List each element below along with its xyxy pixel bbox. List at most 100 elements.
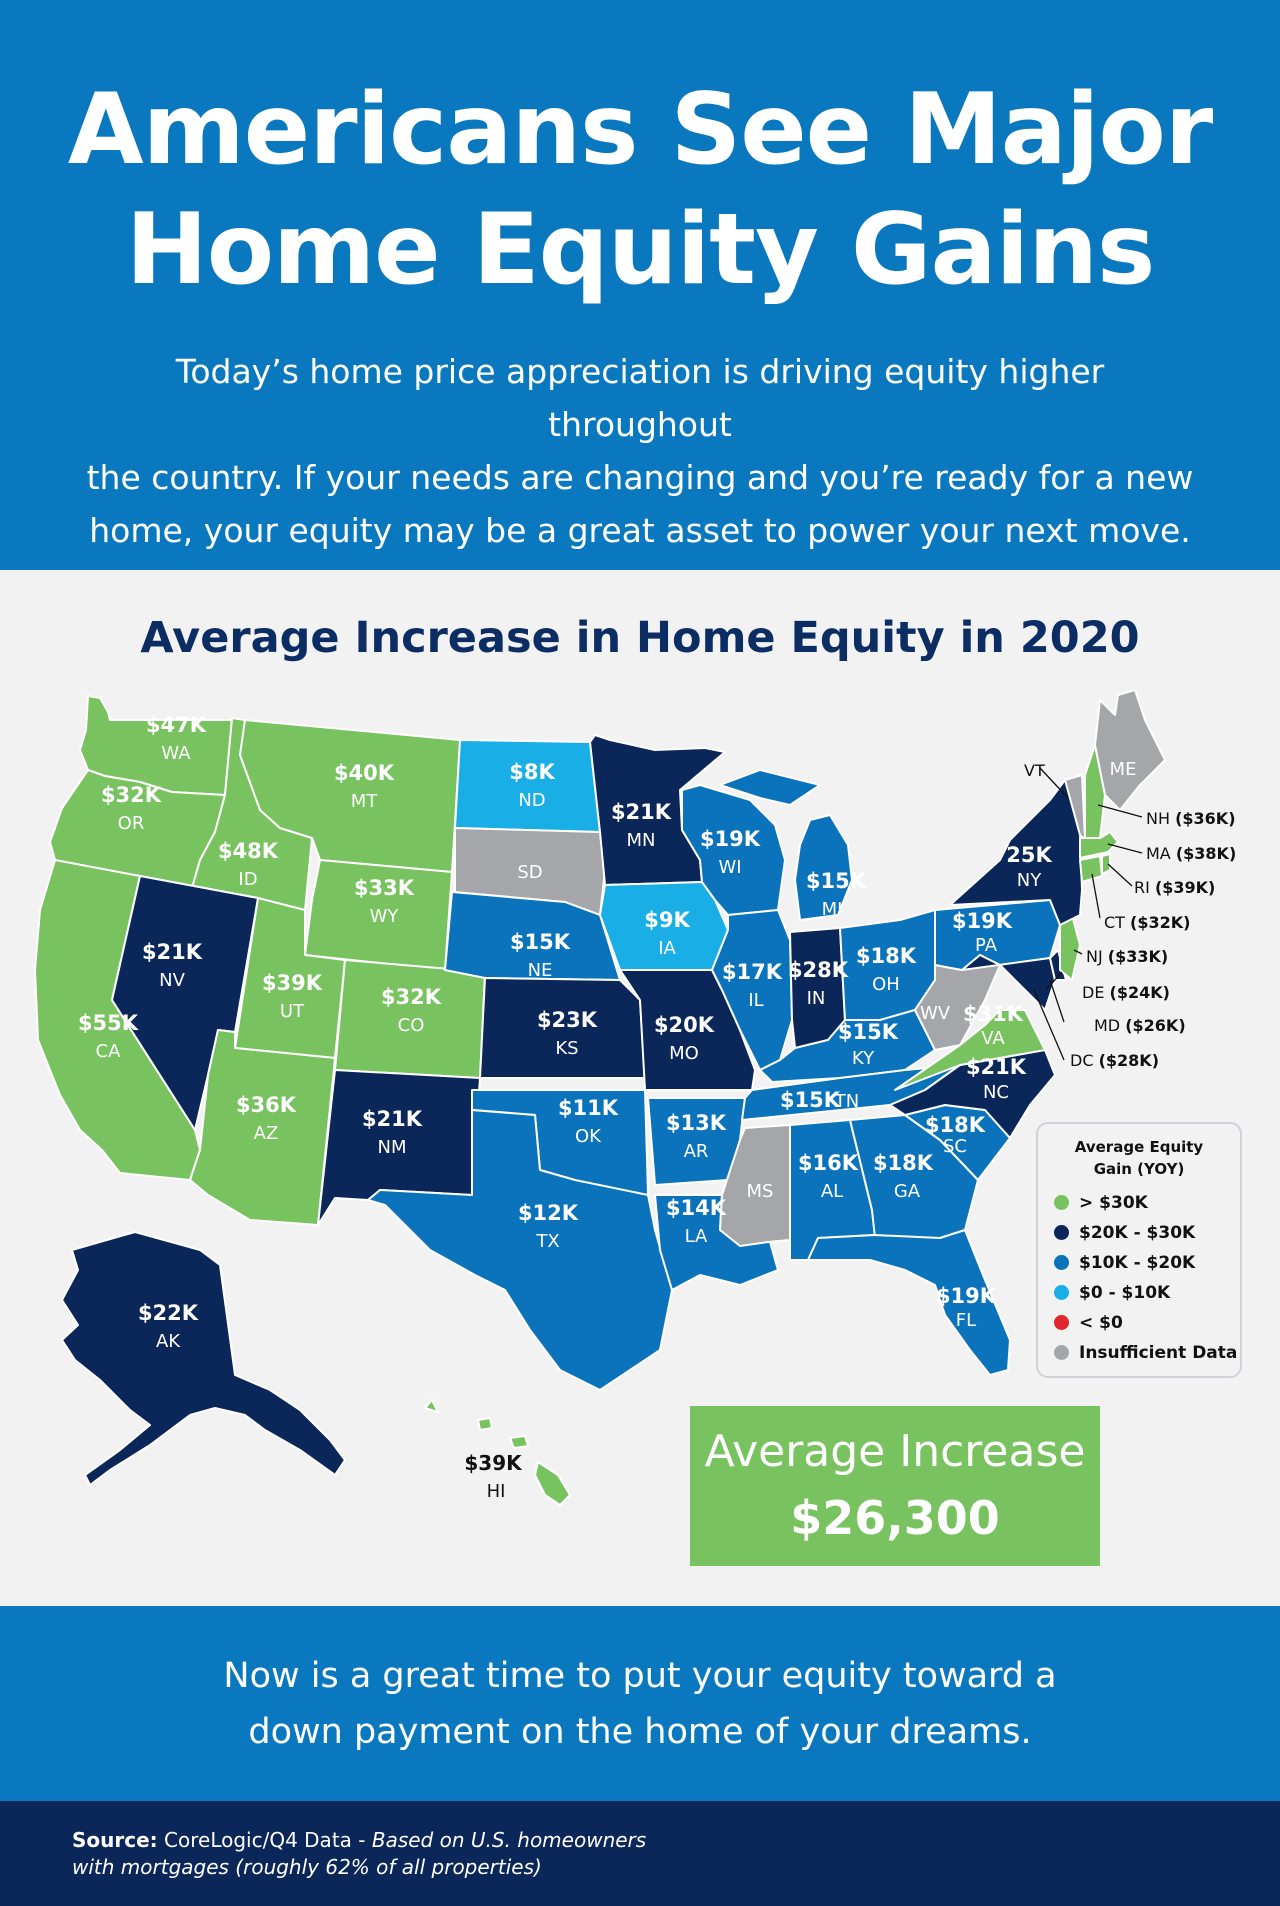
legend-title-line-1: Average Equity bbox=[1074, 1138, 1204, 1156]
callout-DE: DE ($24K) bbox=[1082, 983, 1170, 1002]
legend-label-gt30: > $30K bbox=[1079, 1193, 1148, 1213]
label-abbr-NC: NC bbox=[983, 1082, 1009, 1103]
label-abbr-MO: MO bbox=[669, 1043, 699, 1064]
state-ND bbox=[454, 739, 601, 833]
label-abbr-GA: GA bbox=[894, 1181, 921, 1202]
state-RI bbox=[1101, 853, 1111, 875]
intro-line-2: the country. If your needs are changing … bbox=[86, 458, 1194, 497]
label-value-CO: $32K bbox=[381, 985, 442, 1009]
label-value-CA: $55K bbox=[78, 1011, 139, 1035]
state-KY bbox=[759, 1009, 936, 1083]
cta-line-2: down payment on the home of your dreams. bbox=[248, 1712, 1032, 1752]
page-title: Americans See Major Home Equity Gains bbox=[0, 70, 1280, 310]
legend-item-20k-30k: $20K - $30K bbox=[1054, 1221, 1195, 1245]
callout-RI: RI ($39K) bbox=[1134, 878, 1215, 897]
callout-value-MA: ($38K) bbox=[1176, 844, 1236, 863]
legend-item-lt0: < $0 bbox=[1054, 1311, 1123, 1335]
label-value-KS: $23K bbox=[537, 1008, 598, 1032]
label-abbr-TX: TX bbox=[535, 1231, 559, 1252]
callout-abbr-CT: CT bbox=[1104, 913, 1125, 932]
state-TX bbox=[367, 1109, 673, 1391]
label-value-MT: $40K bbox=[334, 761, 395, 785]
label-value-IL: $17K bbox=[722, 960, 783, 984]
label-value-OH: $18K bbox=[856, 944, 917, 968]
label-abbr-UT: UT bbox=[280, 1001, 305, 1022]
callout-VT: VT bbox=[1024, 761, 1045, 780]
leader-MD bbox=[1049, 979, 1065, 1023]
label-abbr-WV: WV bbox=[920, 1003, 951, 1024]
label-value-WA: $47K bbox=[146, 713, 207, 737]
callout-lines bbox=[1033, 767, 1143, 1061]
label-abbr-FL: FL bbox=[956, 1310, 976, 1331]
callout-abbr-NH: NH bbox=[1146, 809, 1170, 828]
average-increase-box: Average Increase $26,300 bbox=[690, 1406, 1100, 1566]
leader-RI bbox=[1107, 863, 1133, 887]
label-abbr-AZ: AZ bbox=[254, 1123, 279, 1144]
legend-title-line-2: Gain (YOY) bbox=[1093, 1160, 1185, 1178]
callout-abbr-VT: VT bbox=[1024, 761, 1045, 780]
legend-dot-lt0 bbox=[1054, 1315, 1069, 1330]
intro-line-3: home, your equity may be a great asset t… bbox=[89, 511, 1191, 550]
map-title: Average Increase in Home Equity in 2020 bbox=[140, 613, 1140, 663]
callout-abbr-DE: DE bbox=[1082, 983, 1104, 1002]
label-value-WY: $33K bbox=[354, 876, 415, 900]
label-value-WI: $19K bbox=[700, 827, 761, 851]
leader-MA bbox=[1107, 843, 1143, 854]
label-abbr-ID: ID bbox=[238, 869, 257, 890]
label-value-IN: $28K bbox=[788, 958, 849, 982]
callout-value-DE: ($24K) bbox=[1110, 983, 1170, 1002]
label-abbr-AR: AR bbox=[684, 1141, 709, 1162]
legend-dot-20k-30k bbox=[1054, 1225, 1069, 1240]
label-abbr-MI: MI bbox=[822, 899, 843, 920]
label-abbr-NV: NV bbox=[159, 970, 185, 991]
callout-value-NJ: ($33K) bbox=[1108, 947, 1168, 966]
map-section: Average Increase in Home Equity in 2020 bbox=[0, 570, 1280, 1606]
callout-abbr-RI: RI bbox=[1134, 878, 1150, 897]
leader-VT bbox=[1039, 767, 1069, 799]
label-abbr-HI: HI bbox=[487, 1481, 506, 1502]
state-NC bbox=[889, 1049, 1056, 1139]
label-value-VA: $31K bbox=[963, 1002, 1024, 1026]
legend-dot-insufficient bbox=[1054, 1345, 1069, 1360]
callout-value-NH: ($36K) bbox=[1175, 809, 1235, 828]
label-abbr-ND: ND bbox=[518, 790, 545, 811]
source-italic-2: with mortgages (roughly 62% of all prope… bbox=[72, 1855, 542, 1879]
legend-title: Average Equity Gain (YOY) bbox=[1038, 1136, 1240, 1180]
legend-dot-10k-20k bbox=[1054, 1255, 1069, 1270]
callout-labels: VT NH ($36K) MA ($38K) RI ($39K) CT ($32… bbox=[1024, 761, 1236, 1070]
callout-abbr-DC: DC bbox=[1070, 1051, 1094, 1070]
label-value-OK: $11K bbox=[558, 1096, 619, 1120]
state-NJ bbox=[1059, 914, 1081, 981]
label-abbr-MS: MS bbox=[747, 1181, 774, 1202]
label-value-TN: $15K bbox=[780, 1088, 841, 1112]
label-value-NC: $21K bbox=[966, 1055, 1027, 1079]
label-abbr-MN: MN bbox=[627, 830, 656, 851]
state-MI bbox=[719, 769, 853, 921]
label-abbr-IA: IA bbox=[658, 938, 676, 959]
average-increase-label: Average Increase bbox=[704, 1426, 1086, 1477]
label-value-HI: $39K bbox=[464, 1451, 523, 1475]
cta-text: Now is a great time to put your equity t… bbox=[0, 1648, 1280, 1760]
callout-MA: MA ($38K) bbox=[1146, 844, 1236, 863]
label-abbr-IN: IN bbox=[807, 988, 826, 1009]
legend-item-gt30: > $30K bbox=[1054, 1191, 1148, 1215]
callout-value-DC: ($28K) bbox=[1099, 1051, 1159, 1070]
label-value-AZ: $36K bbox=[236, 1093, 297, 1117]
label-value-IA: $9K bbox=[644, 908, 690, 932]
legend-item-10k-20k: $10K - $20K bbox=[1054, 1251, 1195, 1275]
state-NH bbox=[1084, 744, 1106, 841]
leader-DC bbox=[1033, 989, 1065, 1061]
label-abbr-KS: KS bbox=[555, 1038, 578, 1059]
callout-CT: CT ($32K) bbox=[1104, 913, 1190, 932]
label-value-NE: $15K bbox=[510, 930, 571, 954]
label-value-KY: $15K bbox=[838, 1020, 899, 1044]
title-line-2: Home Equity Gains bbox=[125, 193, 1156, 307]
label-abbr-CO: CO bbox=[398, 1015, 425, 1036]
leader-DE bbox=[1045, 971, 1063, 991]
label-abbr-TN: TN bbox=[834, 1091, 859, 1112]
source-note: Source: CoreLogic/Q4 Data - Based on U.S… bbox=[72, 1827, 646, 1881]
label-value-MN: $21K bbox=[611, 800, 672, 824]
legend-label-lt0: < $0 bbox=[1079, 1313, 1123, 1333]
intro-line-1: Today’s home price appreciation is drivi… bbox=[175, 352, 1105, 444]
callout-NH: NH ($36K) bbox=[1146, 809, 1236, 828]
